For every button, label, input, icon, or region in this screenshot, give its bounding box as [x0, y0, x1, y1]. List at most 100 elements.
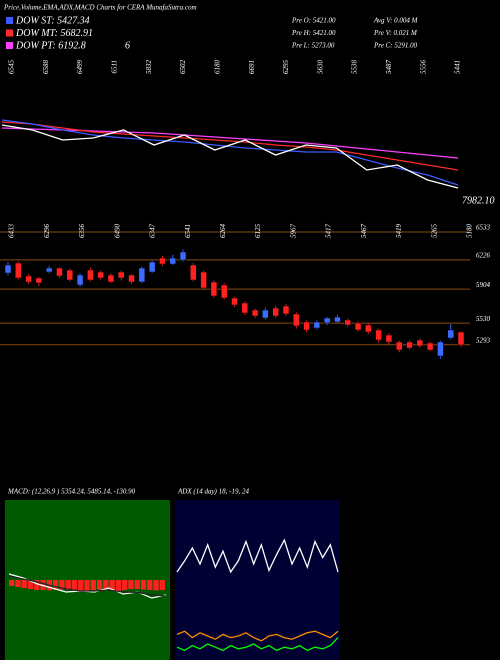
price-label: 6499 [76, 60, 84, 75]
stat: Pre V: 0.021 M [373, 29, 418, 37]
histogram-bar [71, 580, 78, 591]
candle-body [210, 281, 218, 297]
price-label: 5419 [395, 224, 403, 239]
price-label: 6347 [149, 224, 157, 239]
price-label: 5180 [466, 224, 474, 239]
macd-line [8, 575, 167, 597]
end-label: 7982.10 [462, 195, 495, 206]
candle-body [447, 329, 454, 339]
series-line [176, 630, 339, 642]
price-label: 5417 [325, 224, 333, 239]
histogram-bar [134, 580, 140, 589]
price-label: 6490 [113, 224, 121, 239]
candle-body [241, 302, 249, 314]
candle-body [385, 334, 393, 343]
y-tick-label: 6226 [476, 252, 491, 260]
price-label: 6180 [213, 60, 221, 75]
price-label: 5967 [289, 224, 297, 239]
candle-body [179, 251, 187, 261]
candle-body [334, 316, 341, 323]
candle-body [66, 269, 74, 281]
candle-body [107, 274, 115, 283]
histogram-bar [84, 580, 90, 591]
candle-body [282, 305, 290, 315]
price-label: 6264 [219, 224, 227, 239]
series-line [1, 124, 459, 189]
histogram-bar [115, 580, 122, 591]
y-tick-label: 5530 [476, 315, 491, 323]
candle-body [375, 329, 382, 341]
series-line [176, 538, 339, 574]
price-label: 6125 [254, 224, 262, 239]
candle-body [148, 261, 156, 273]
candle-body [406, 341, 413, 349]
legend-note: 6 [125, 40, 130, 51]
candle-body [97, 271, 104, 279]
candle-body [416, 339, 424, 347]
page-title: Price,Volume,EMA,ADX,MACD Charts for CER… [3, 4, 197, 12]
legend-swatch [6, 42, 13, 49]
histogram-bar [65, 580, 71, 590]
legend-label: DOW MT: 5682.91 [15, 28, 93, 39]
price-label: 6433 [8, 224, 16, 239]
y-tick-label: 5904 [476, 281, 491, 289]
candle-body [365, 324, 372, 333]
candle-body [437, 341, 444, 357]
histogram-bar [147, 580, 153, 590]
candle-body [272, 307, 279, 317]
histogram-bar [153, 580, 159, 591]
legend-label: DOW ST: 5427.34 [15, 15, 90, 26]
candle-body [190, 264, 197, 281]
histogram-bar [59, 580, 65, 590]
stat: Pre L: 5273.00 [291, 42, 335, 50]
candle-body [4, 264, 12, 274]
histogram-bar [15, 580, 21, 587]
candle-body [220, 284, 228, 299]
candle-body [251, 309, 259, 317]
panel-title: MACD: (12,26,9 ) 5354.24, 5485.14, -130.… [7, 488, 136, 496]
histogram-bar [27, 580, 34, 589]
candle-body [293, 313, 300, 327]
candle-body [45, 267, 53, 273]
price-label: 5832 [145, 60, 153, 75]
price-label: 6296 [43, 224, 51, 239]
candle-body [25, 275, 32, 283]
candle-body [323, 317, 331, 324]
series-line [1, 119, 459, 186]
histogram-bar [96, 580, 103, 590]
price-label: 6691 [248, 60, 256, 74]
price-label: 6541 [184, 224, 192, 238]
legend-label: DOW PT: 6192.8 [15, 40, 86, 51]
candle-body [76, 274, 84, 286]
histogram-bar [128, 580, 134, 589]
histogram-bar [122, 580, 128, 590]
price-label: 5556 [419, 60, 427, 75]
price-label: 6295 [282, 60, 290, 75]
price-label: 6511 [111, 60, 119, 73]
histogram-bar [140, 580, 147, 590]
candle-body [313, 321, 321, 329]
candle-body [395, 341, 403, 351]
histogram-bar [21, 580, 27, 588]
candle-body [128, 274, 135, 283]
price-label: 5265 [430, 224, 438, 239]
price-label: 5538 [351, 60, 359, 75]
price-label: 5441 [454, 60, 462, 74]
candle-body [15, 262, 22, 279]
price-label: 5467 [360, 224, 368, 239]
stat: Pre H: 5421.00 [291, 29, 336, 37]
histogram-bar [90, 580, 96, 590]
series-line [1, 127, 459, 159]
price-label: 5487 [385, 60, 393, 75]
candle-body [200, 271, 207, 289]
candle-body [56, 267, 63, 277]
panel-bg [175, 500, 340, 660]
stat: Pre C: 5291.00 [373, 42, 418, 50]
legend-swatch [6, 29, 13, 37]
y-tick-label: 5293 [476, 336, 491, 344]
candle-body [87, 269, 94, 281]
price-label: 6502 [179, 60, 187, 75]
panel-title: ADX (14 day) 18, -19, 24 [177, 488, 249, 496]
candle-body [35, 277, 43, 284]
